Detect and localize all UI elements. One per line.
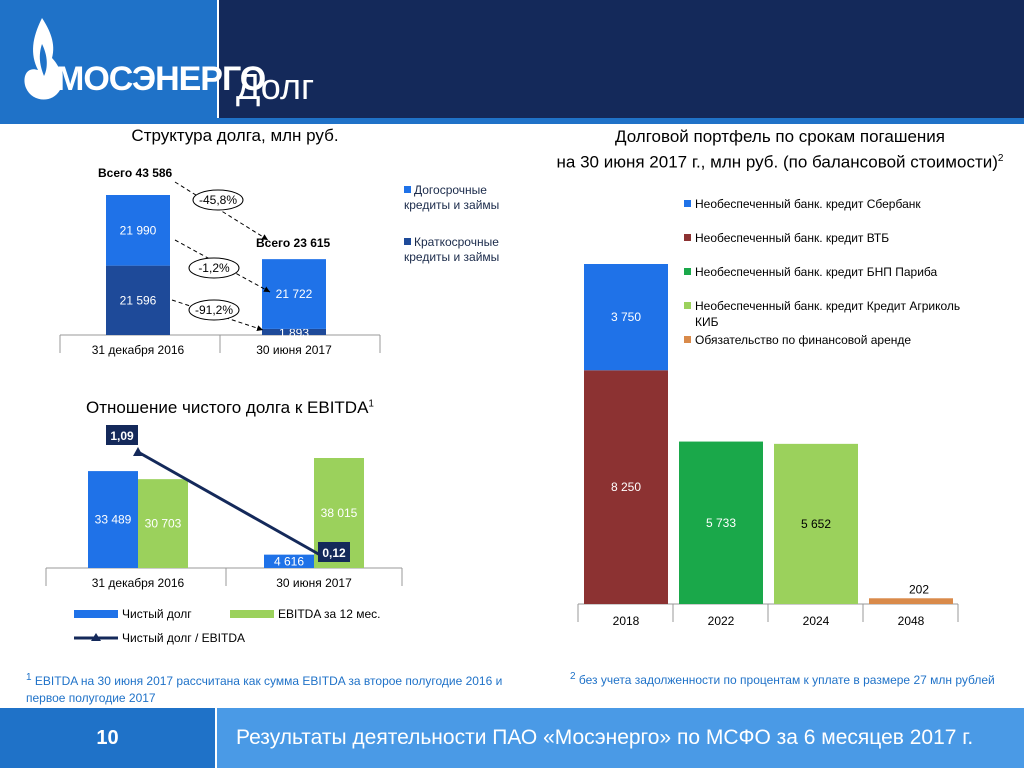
data-label: 33 489 (95, 513, 132, 527)
data-label: 21 596 (120, 293, 157, 307)
bar-short-term (262, 328, 326, 335)
x-tick-label: 2048 (898, 614, 925, 628)
legend-label: Чистый долг (122, 607, 192, 621)
bar-segment (584, 264, 668, 371)
legend-item-short-term: Краткосрочные кредиты и займы (404, 235, 524, 265)
ratio-point (133, 447, 143, 456)
legend-item-long-term: Догосрочные кредиты и займы (404, 183, 524, 213)
bar-segment (679, 441, 763, 604)
total-label: Всего 23 615 (256, 236, 331, 250)
data-label: 30 703 (145, 517, 182, 531)
change-arrow (171, 299, 264, 331)
title-text: Отношение чистого долга к EBITDA (86, 398, 369, 417)
footnote-text: EBITDA на 30 июня 2017 рассчитана как су… (26, 674, 503, 705)
x-tick-label: 30 июня 2017 (276, 576, 352, 590)
bar-short-term (106, 265, 170, 335)
legend-swatch (684, 234, 691, 241)
x-tick-label: 2024 (803, 614, 830, 628)
x-tick-label: 30 июня 2017 (256, 343, 332, 357)
legend-ratio-marker (91, 633, 101, 641)
footer-text: Результаты деятельности ПАО «Мосэнерго» … (236, 726, 974, 749)
data-label: 21 722 (276, 287, 313, 301)
legend-label: Необеспеченный банк. кредит Сбербанк (695, 197, 921, 211)
legend-swatch (684, 336, 691, 343)
ratio-label-box (318, 542, 350, 562)
data-label: 1 893 (279, 326, 309, 340)
bar-net-debt (88, 471, 138, 568)
header-divider (0, 118, 1024, 124)
ratio-label: 0,12 (322, 546, 346, 560)
title-footnote-mark: 2 (997, 153, 1004, 164)
legend-label: EBITDA за 12 мес. (278, 607, 380, 621)
change-label: -45,8% (199, 193, 237, 207)
net-debt-ebitda-chart: 33 489 30 703 31 декабря 2016 4 616 38 015 30… (45, 425, 403, 645)
debt-structure-title: Структура долга, млн руб. (131, 126, 339, 145)
legend-swatch (404, 238, 411, 245)
legend-label-cont: КИБ (695, 315, 719, 329)
ratio-line (137, 450, 323, 558)
legend-label: Необеспеченный банк. кредит БНП Париба (695, 265, 938, 279)
footnote-2: 2 без учета задолженности по процентам к… (570, 668, 1010, 689)
legend-label: Чистый долг / EBITDA (122, 631, 245, 645)
footer-left-panel (0, 708, 215, 768)
data-label: 21 990 (120, 223, 157, 237)
data-label: 3 750 (611, 310, 641, 324)
page-number: 10 (96, 727, 119, 749)
footnote-text: без учета задолженности по процентам к у… (578, 673, 995, 687)
x-tick-label: 2018 (613, 614, 640, 628)
data-label: 8 250 (611, 480, 641, 494)
x-tick-label: 31 декабря 2016 (92, 343, 185, 357)
legend-swatch (684, 302, 691, 309)
legend-label: Догосрочные кредиты и займы (404, 183, 500, 212)
legend-label: Необеспеченный банк. кредит ВТБ (695, 231, 889, 245)
legend-swatch (404, 186, 411, 193)
net-debt-ebitda-title: Отношение чистого долга к EBITDA1 (40, 398, 420, 418)
bar-net-debt (264, 554, 314, 568)
change-label: -91,2% (195, 303, 233, 317)
maturity-chart: 8 250 3 750 2018 5 733 2022 5 652 2024 202 2048 Н… (577, 197, 960, 628)
ratio-label-box (106, 425, 138, 445)
data-label: 5 733 (706, 516, 736, 530)
legend-label: Краткосрочные кредиты и займы (404, 235, 500, 264)
debt-structure-chart: 21 596 21 990 31 декабря 2016 1 893 21 722 30… (59, 166, 381, 357)
bar-long-term (262, 259, 326, 329)
maturity-title: Долговой портфель по срокам погашения на… (520, 126, 1024, 174)
bar-long-term (106, 195, 170, 266)
x-tick-label: 2022 (708, 614, 735, 628)
title-line-2: на 30 июня 2017 г., млн руб. (по балансо… (556, 152, 998, 172)
footer-bar (217, 708, 1024, 768)
total-label: Всего 43 586 (98, 166, 173, 180)
x-tick-label: 31 декабря 2016 (92, 576, 185, 590)
title-footnote-mark: 1 (368, 398, 374, 410)
gas-flame-logo-icon (24, 18, 63, 100)
legend-label: Необеспеченный банк. кредит Кредит Агрик… (695, 299, 960, 313)
legend-swatch-ebitda (230, 610, 274, 618)
bar-segment (869, 598, 953, 604)
data-label: 5 652 (801, 517, 831, 531)
change-arrow (174, 181, 269, 241)
bar-ebitda (138, 479, 188, 568)
bar-segment (584, 370, 668, 604)
change-badge (188, 299, 240, 321)
legend-swatch (684, 268, 691, 275)
header-bar (217, 0, 1024, 120)
change-label: -1,2% (198, 261, 230, 275)
change-badge (192, 189, 244, 211)
legend-label: Обязательство по финансовой аренде (695, 333, 911, 347)
data-label: 202 (909, 582, 929, 596)
bar-segment (774, 443, 858, 604)
logo-text: МОСЭНЕРГО (56, 60, 266, 98)
legend-swatch-net-debt (74, 610, 118, 618)
legend-swatch (684, 200, 691, 207)
data-label: 38 015 (321, 506, 358, 520)
change-badge (188, 257, 240, 279)
title-line-1: Долговой портфель по срокам погашения (615, 127, 945, 146)
footnote-mark: 1 (26, 672, 32, 683)
page-title: Долг (236, 66, 315, 107)
data-label: 4 616 (274, 554, 304, 568)
footnote-1: 1 EBITDA на 30 июня 2017 рассчитана как … (26, 669, 506, 707)
ratio-label: 1,09 (110, 429, 134, 443)
footnote-mark: 2 (570, 671, 576, 682)
